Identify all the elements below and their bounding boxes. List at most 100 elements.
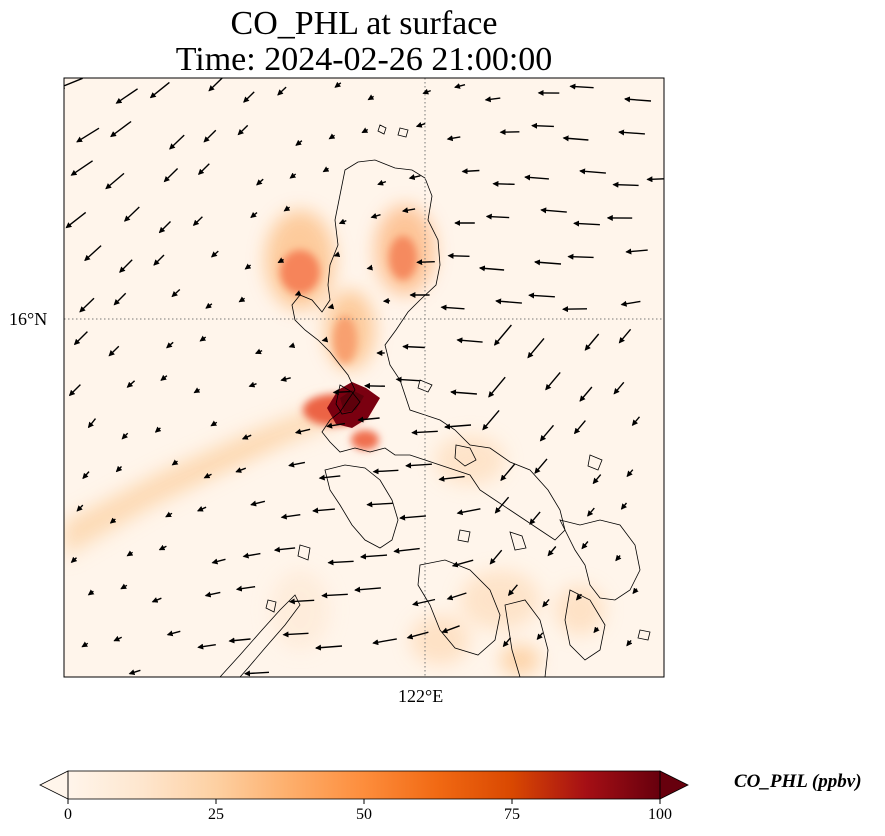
wind-arrow (456, 337, 483, 344)
wind-arrow (322, 166, 330, 173)
wind-arrow (456, 508, 481, 516)
wind-arrow (109, 517, 117, 524)
wind-arrow (238, 296, 246, 303)
wind-arrow (210, 250, 219, 258)
wind-arrow (447, 252, 470, 259)
wind-arrow (493, 324, 512, 346)
wind-arrow (312, 507, 335, 514)
wind-arrow (416, 259, 435, 266)
wind-arrow (422, 88, 431, 95)
wind-arrow (507, 584, 518, 596)
wind-arrow (294, 428, 311, 435)
wind-arrow (454, 83, 466, 89)
wind-arrow (372, 638, 397, 646)
wind-arrow (197, 643, 216, 650)
wind-arrow (441, 625, 460, 634)
wind-arrow (531, 122, 554, 129)
wind-arrow (482, 409, 500, 431)
wind-arrow (328, 133, 336, 140)
wind-arrow (121, 432, 129, 440)
wind-arrow (235, 585, 256, 592)
wind-arrow (536, 632, 544, 640)
wind-arrow (277, 86, 287, 96)
wind-arrow (254, 348, 263, 355)
wind-arrow (440, 304, 465, 311)
wind-arrow (70, 160, 93, 176)
wind-arrow (446, 592, 467, 601)
wind-arrow (126, 550, 134, 557)
plot-title-line2: Time: 2024-02-26 21:00:00 (175, 41, 553, 78)
colorbar-tick-75: 75 (504, 806, 520, 823)
wind-arrow (478, 265, 505, 272)
wind-arrow (256, 178, 264, 186)
wind-arrow (542, 598, 550, 608)
wind-arrow (534, 458, 548, 474)
wind-arrow (65, 211, 87, 229)
wind-arrow (244, 263, 252, 270)
colorbar (39, 770, 689, 804)
wind-arrow (243, 91, 255, 103)
wind-arrow (235, 467, 247, 473)
wind-arrow (242, 552, 261, 559)
wind-arrow (250, 211, 258, 219)
longitude-label: 122°E (398, 686, 444, 706)
wind-arrow (393, 547, 420, 554)
wind-arrow (408, 174, 421, 181)
wind-arrow (151, 597, 162, 603)
wind-arrow (294, 290, 302, 296)
wind-arrow (489, 549, 503, 565)
wind-arrow (528, 292, 555, 299)
wind-arrow (115, 88, 138, 104)
wind-arrow (334, 81, 342, 88)
wind-arrow (199, 335, 207, 342)
wind-arrow (81, 641, 89, 648)
wind-arrow (241, 434, 252, 440)
wind-arrow (412, 598, 436, 607)
wind-arrow (321, 592, 348, 599)
wind-arrow (567, 253, 594, 260)
wind-arrow (488, 376, 506, 398)
wind-arrow (192, 216, 203, 226)
wind-arrow (615, 554, 622, 562)
wind-arrow (193, 387, 201, 394)
wind-arrow (203, 129, 217, 143)
wind-arrow (237, 124, 249, 136)
wind-arrow (399, 514, 426, 521)
wind-arrow (495, 298, 522, 305)
wind-arrow (631, 416, 641, 426)
map-frame (63, 77, 665, 678)
wind-arrow (280, 513, 301, 520)
wind-arrow (248, 381, 257, 388)
wind-arrow (288, 342, 296, 349)
wind-arrow (484, 96, 501, 103)
wind-arrow (166, 341, 174, 349)
wind-arrow (618, 328, 632, 344)
wind-arrow (70, 556, 78, 563)
wind-arrow (618, 129, 645, 136)
wind-arrow (529, 511, 541, 525)
wind-arrow (626, 639, 633, 647)
wind-arrow (333, 251, 341, 258)
wind-arrow (438, 475, 465, 482)
wind-arrow (196, 506, 207, 512)
wind-arrow (105, 172, 125, 190)
wind-arrow (315, 644, 343, 651)
wind-arrow (500, 463, 516, 482)
wind-arrow (205, 302, 213, 309)
wind-arrow (587, 507, 595, 517)
latitude-label: 16°N (9, 309, 48, 329)
wind-arrow (288, 598, 315, 605)
wind-arrow (327, 303, 335, 310)
wind-arrow (318, 474, 341, 481)
wind-arrow (569, 83, 594, 90)
wind-arrow (280, 376, 291, 382)
wind-arrow (370, 213, 381, 219)
wind-arrow (68, 384, 81, 397)
wind-arrow (115, 465, 123, 473)
wind-arrow (128, 669, 141, 676)
wind-arrow (203, 472, 212, 479)
wind-arrow (113, 635, 122, 642)
wind-arrow (64, 78, 83, 89)
wind-arrow (646, 176, 664, 183)
wind-arrow (76, 127, 100, 143)
